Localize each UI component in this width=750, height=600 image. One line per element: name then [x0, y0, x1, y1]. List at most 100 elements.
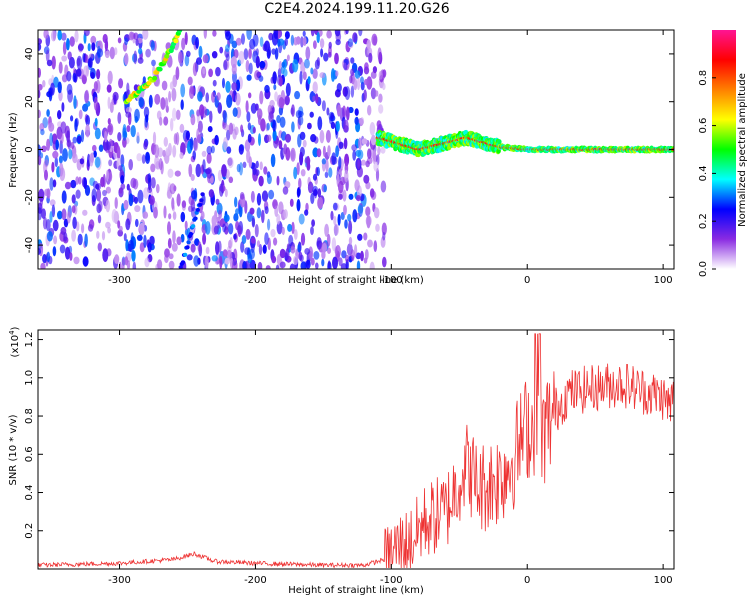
spectrogram-cell	[299, 151, 304, 166]
spectrogram-cell	[67, 51, 72, 60]
spectrogram-cell	[124, 256, 129, 266]
spectrogram-cell	[49, 211, 53, 223]
spectrogram-cell	[167, 221, 171, 235]
trace-cell	[193, 216, 198, 221]
spectrogram-cell	[248, 156, 252, 169]
spectrogram-cell	[45, 49, 50, 62]
spectrogram-cell	[137, 37, 143, 44]
spectrogram-cell	[193, 255, 200, 267]
spectrogram-cell	[69, 36, 75, 47]
colorbar: 0.0 0.2 0.4 0.6 0.8 Normalized spectral ampl…	[698, 30, 748, 277]
spectrogram-cell	[259, 161, 263, 171]
spectrogram-cell	[333, 215, 337, 226]
spectrogram-cell	[354, 179, 360, 192]
spectrogram-cell	[172, 145, 177, 158]
spectrogram-cell	[54, 156, 58, 168]
spectrogram-cell	[330, 112, 334, 120]
spectrogram-cell	[72, 72, 77, 83]
spectrogram-cell	[38, 89, 41, 99]
spectrogram-cell	[256, 207, 262, 219]
spectrogram-cell	[52, 246, 57, 257]
spectrogram-cell	[143, 106, 150, 119]
spectrogram-cell	[38, 67, 41, 78]
spectrogram-cell	[82, 52, 86, 63]
spectrogram-cell	[190, 174, 195, 181]
spectrogram-cell	[266, 122, 270, 131]
spectrogram-cell	[369, 188, 375, 198]
spectrogram-cell	[116, 145, 121, 160]
spectrogram-xtick-label: -200	[244, 275, 267, 286]
spectrogram-cell	[378, 70, 383, 80]
spectrogram-cell	[283, 209, 288, 219]
spectrogram-cell	[205, 246, 210, 255]
spectrogram-cell	[138, 222, 145, 236]
spectrogram-cell	[211, 91, 216, 103]
spectrogram-cell	[42, 217, 48, 230]
spectrogram-cell	[317, 188, 322, 198]
spectrogram-cell	[294, 90, 301, 100]
spectrogram-cell	[357, 159, 361, 170]
snr-xtick-label: 0	[524, 575, 530, 586]
spectrogram-cell	[51, 55, 56, 70]
colorbar-bar	[712, 30, 736, 269]
spectrogram-cell	[227, 157, 234, 169]
spectrogram-cell	[160, 97, 166, 110]
spectrogram-cell	[298, 213, 305, 225]
spectrogram-cell	[313, 251, 320, 260]
spectrogram-ytick-label: -20	[24, 189, 35, 205]
spectrogram-cell	[382, 256, 387, 268]
spectrogram-cell	[281, 61, 285, 68]
spectrogram-cell	[85, 124, 90, 138]
spectrogram-cell	[96, 182, 102, 191]
spectrogram-cell	[72, 136, 78, 144]
spectrogram-cell	[340, 212, 345, 220]
spectrogram-cell	[57, 110, 62, 120]
spectrogram-cell	[79, 158, 85, 165]
spectrogram-cell	[327, 51, 332, 58]
spectrogram-cell	[290, 246, 296, 254]
spectrogram-cell	[305, 259, 311, 269]
spectrogram-cell	[197, 120, 203, 133]
spectrogram-cell	[92, 144, 97, 152]
spectrogram-cell	[338, 193, 343, 200]
spectrogram-cell	[368, 52, 373, 64]
spectrogram-cell	[279, 248, 286, 259]
spectrogram-cell	[44, 159, 49, 168]
spectrogram-cell	[74, 118, 78, 132]
spectrogram-cell	[96, 69, 101, 80]
spectrogram-cell	[217, 169, 223, 182]
spectrogram-cell	[377, 47, 382, 61]
trace-cell	[183, 252, 188, 257]
spectrogram-cell	[355, 252, 362, 260]
spectrogram-cell	[352, 32, 358, 43]
spectrogram-cell	[246, 30, 252, 40]
spectrogram-cell	[258, 133, 261, 146]
spectrogram-cell	[246, 74, 252, 81]
spectrogram-cell	[344, 169, 349, 183]
spectrogram-cell	[354, 108, 359, 116]
spectrogram-cell	[153, 206, 158, 219]
spectrogram-cell	[46, 188, 51, 199]
spectrogram-cell	[188, 163, 193, 178]
trace-cell	[178, 265, 183, 269]
trace-cell	[173, 38, 179, 44]
spectrogram-cell	[147, 242, 152, 253]
spectrogram-cell	[59, 162, 64, 177]
spectrogram-cell	[46, 251, 51, 263]
spectrogram-cell	[375, 223, 380, 232]
spectrogram-cell	[57, 30, 62, 41]
spectrogram-cell	[225, 44, 230, 53]
spectrogram-cell	[225, 31, 232, 41]
spectrogram-cell	[238, 50, 245, 65]
spectrogram-cell	[304, 157, 311, 164]
spectrogram-cell	[105, 186, 111, 194]
spectrogram-cell	[91, 42, 96, 51]
spectrogram-cell	[344, 153, 350, 167]
spectrogram-cell	[136, 234, 143, 241]
spectrogram-cell	[273, 237, 278, 246]
spectrogram-cell	[257, 261, 263, 269]
spectrogram-cell	[226, 146, 232, 154]
spectrogram-cell	[302, 30, 306, 37]
spectrogram-cell	[205, 92, 209, 103]
spectrogram-cell	[145, 48, 151, 58]
